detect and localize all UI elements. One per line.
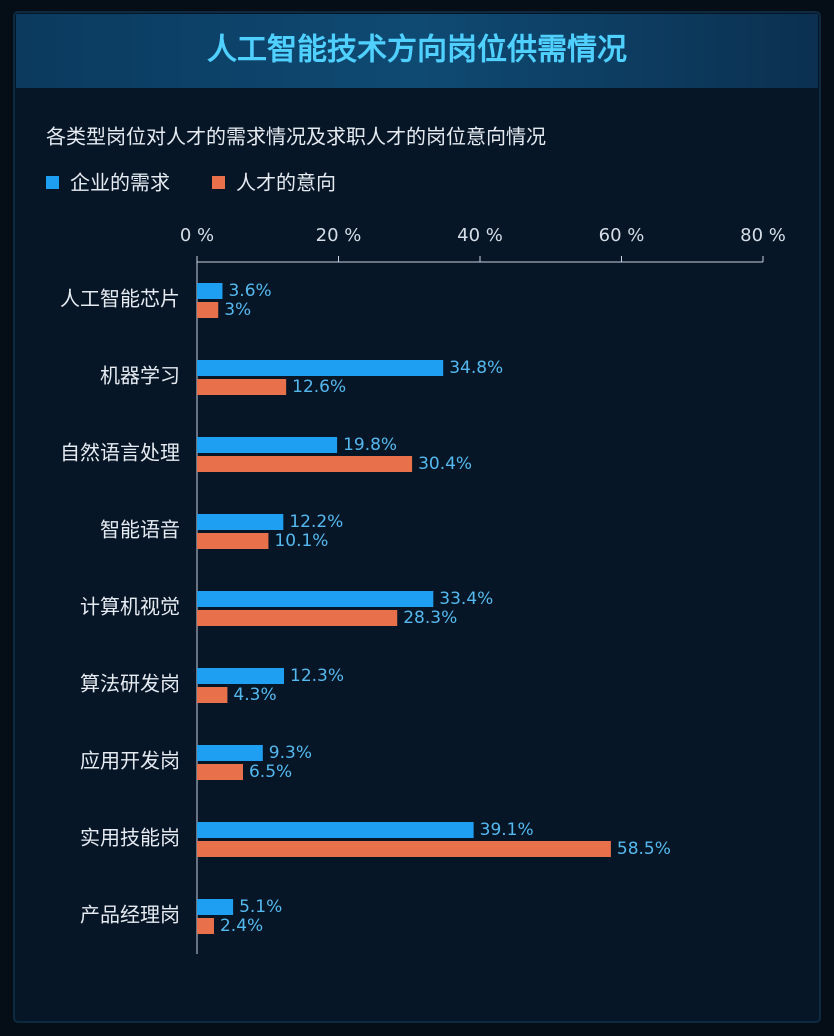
legend-swatch <box>212 176 225 189</box>
value-label: 39.1% <box>480 820 534 840</box>
bar <box>197 687 228 703</box>
bar <box>197 360 444 376</box>
value-label: 34.8% <box>449 358 503 378</box>
x-tick-label: 0 % <box>180 225 214 246</box>
y-tick-label: 计算机视觉 <box>80 595 180 619</box>
y-tick-label: 智能语音 <box>100 518 180 542</box>
bar <box>197 899 234 915</box>
x-tick-label: 60 % <box>599 225 645 246</box>
bar <box>197 456 413 472</box>
y-tick-label: 产品经理岗 <box>80 903 180 927</box>
value-label: 12.3% <box>290 666 344 686</box>
y-tick-label: 机器学习 <box>100 364 180 388</box>
legend-swatch <box>46 176 59 189</box>
chart-title: 人工智能技术方向岗位供需情况 <box>207 33 627 68</box>
bar <box>197 379 287 395</box>
bar <box>197 283 223 299</box>
value-label: 9.3% <box>269 743 312 763</box>
value-label: 4.3% <box>233 685 276 705</box>
bar <box>197 437 338 453</box>
value-label: 3% <box>224 300 251 320</box>
bar <box>197 918 214 934</box>
value-label: 19.8% <box>343 435 397 455</box>
x-tick-label: 20 % <box>316 225 362 246</box>
y-tick-label: 自然语言处理 <box>60 441 180 465</box>
value-label: 12.6% <box>292 377 346 397</box>
bar <box>197 822 474 838</box>
legend-label: 人才的意向 <box>236 171 336 195</box>
x-tick-label: 80 % <box>740 225 786 246</box>
bar <box>197 610 398 626</box>
value-label: 28.3% <box>403 608 457 628</box>
value-label: 30.4% <box>418 454 472 474</box>
legend-label: 企业的需求 <box>70 171 170 195</box>
bar <box>197 841 611 857</box>
value-label: 6.5% <box>249 762 292 782</box>
y-tick-label: 人工智能芯片 <box>60 287 180 311</box>
value-label: 12.2% <box>289 512 343 532</box>
bar <box>197 302 219 318</box>
value-label: 5.1% <box>239 897 282 917</box>
chart-subtitle: 各类型岗位对人才的需求情况及求职人才的岗位意向情况 <box>46 125 546 149</box>
bar <box>197 745 263 761</box>
value-label: 58.5% <box>617 839 671 859</box>
title-banner <box>16 14 818 88</box>
value-label: 10.1% <box>274 531 328 551</box>
bar <box>197 591 434 607</box>
value-label: 33.4% <box>439 589 493 609</box>
y-tick-label: 实用技能岗 <box>80 826 180 850</box>
x-tick-label: 40 % <box>457 225 503 246</box>
bar <box>197 533 269 549</box>
bar <box>197 668 285 684</box>
y-tick-label: 应用开发岗 <box>80 749 180 773</box>
value-label: 2.4% <box>220 916 263 936</box>
y-tick-label: 算法研发岗 <box>80 672 180 696</box>
bar <box>197 764 243 780</box>
bar <box>197 514 284 530</box>
value-label: 3.6% <box>228 281 271 301</box>
